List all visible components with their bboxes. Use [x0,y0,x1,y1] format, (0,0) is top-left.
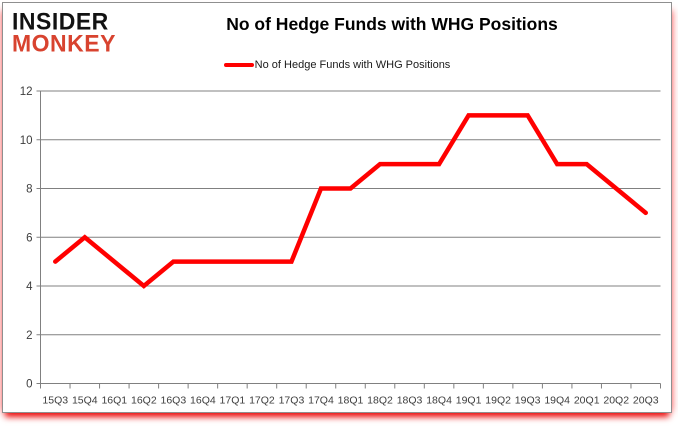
x-tick-label: 17Q2 [249,395,275,407]
y-tick-label: 6 [26,232,32,244]
x-tick-label: 18Q2 [367,395,393,407]
x-tick-label: 17Q1 [220,395,246,407]
x-tick-label: 16Q4 [190,395,216,407]
y-tick-label: 10 [20,135,33,147]
x-tick-label: 15Q3 [42,395,68,407]
x-tick-label: 17Q3 [279,395,305,407]
chart-title: No of Hedge Funds with WHG Positions [226,14,558,34]
legend-label: No of Hedge Funds with WHG Positions [254,59,451,71]
logo-text-insider: INSIDER [12,7,109,35]
x-tick-label: 19Q4 [544,395,570,407]
x-tick-label: 19Q1 [456,395,482,407]
chart-frame: INSIDER MONKEY No of Hedge Funds with WH… [2,2,672,413]
y-tick-label: 0 [26,379,32,391]
x-tick-label: 20Q2 [603,395,629,407]
chart-legend: No of Hedge Funds with WHG Positions [3,59,671,71]
logo-text-monkey: MONKEY [12,29,116,57]
x-tick-label: 15Q4 [72,395,98,407]
x-tick-label: 20Q1 [574,395,600,407]
x-tick-label: 19Q3 [515,395,541,407]
insider-monkey-logo: INSIDER MONKEY [12,7,116,57]
y-tick-label: 4 [26,281,33,293]
series-line [53,113,648,289]
y-tick-label: 12 [20,86,33,98]
x-tick-label: 16Q1 [101,395,127,407]
y-tick-label: 8 [26,184,32,196]
x-tick-label: 19Q2 [485,395,511,407]
y-tick-label: 2 [26,330,32,342]
x-tick-label: 18Q1 [338,395,364,407]
x-tick-label: 20Q3 [633,395,659,407]
x-tick-label: 17Q4 [308,395,334,407]
legend-line-swatch [223,63,254,67]
x-tick-label: 18Q4 [426,395,452,407]
x-tick-label: 16Q3 [161,395,187,407]
plot-area: 0 2 4 6 8 10 12 15Q3 15Q4 16Q1 16Q2 16Q3 16Q4 17Q1 17Q… [3,3,671,412]
x-tick-label: 16Q2 [131,395,157,407]
x-tick-label: 18Q3 [397,395,423,407]
